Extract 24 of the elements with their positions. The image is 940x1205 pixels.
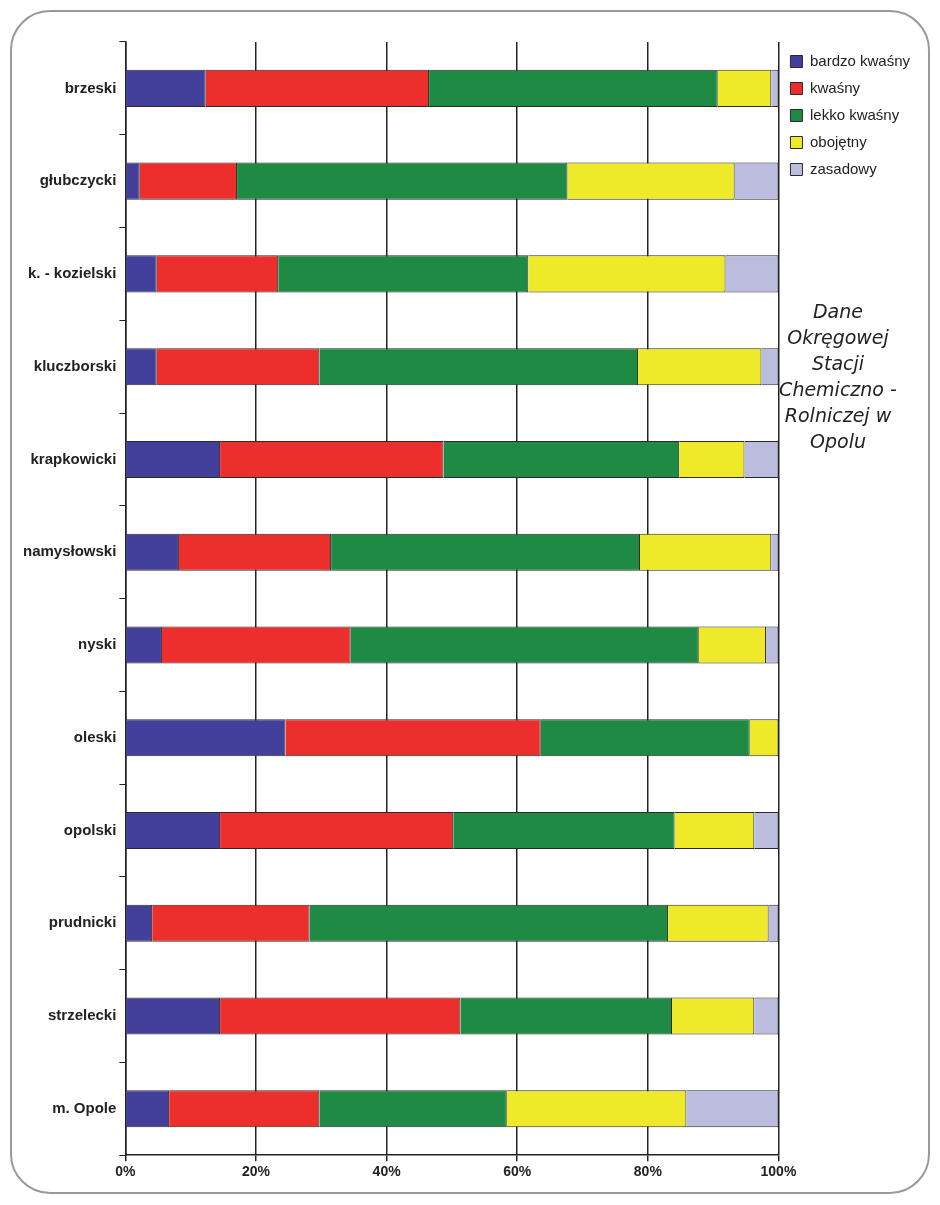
legend-label: lekko kwaśny <box>809 105 900 123</box>
y-tick-label: głubczycki <box>39 171 117 189</box>
y-tick-label: brzeski <box>64 78 117 96</box>
legend-label: kwaśny <box>809 78 861 96</box>
x-tick-label: 40% <box>372 1163 402 1180</box>
y-tick-label: strzelecki <box>47 1006 117 1024</box>
y-tick-label: nyski <box>78 635 117 653</box>
x-tick-label: 0% <box>115 1163 137 1180</box>
x-tick-label: 80% <box>633 1163 663 1180</box>
text: Dane Okręgowej Stacji Chemiczno - Rolniczej w Opolu <box>778 299 898 454</box>
y-tick-label: opolski <box>63 820 117 838</box>
y-tick-label: m. Opole <box>52 1098 117 1116</box>
y-tick-label: oleski <box>73 727 117 745</box>
x-tick-label: 60% <box>503 1163 532 1180</box>
y-tick-label: prudnicki <box>48 913 117 931</box>
y-tick-label: k. - kozielski <box>28 264 117 282</box>
y-tick-label: krapkowicki <box>30 449 117 467</box>
x-tick-label: 20% <box>241 1163 271 1180</box>
y-tick-label: namysłowski <box>22 542 117 560</box>
legend-label: bardzo kwaśny <box>809 51 911 69</box>
y-tick-label: kluczborski <box>33 356 117 374</box>
x-tick-label: 100% <box>760 1163 797 1180</box>
legend-label: zasadowy <box>809 159 878 177</box>
legend-label: obojętny <box>809 132 868 150</box>
